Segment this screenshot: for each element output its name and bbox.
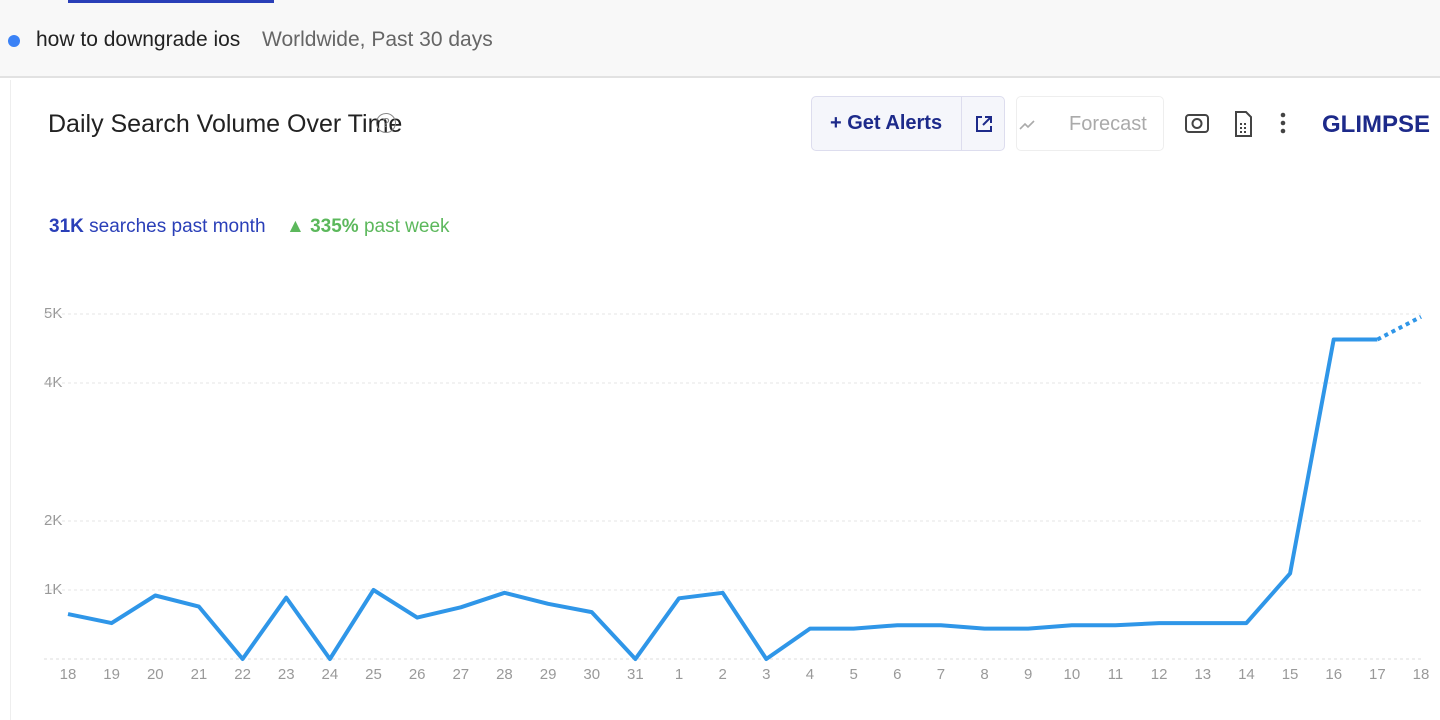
x-tick-label: 1 — [675, 666, 683, 683]
alerts-label[interactable]: + Get Alerts — [830, 112, 943, 134]
x-tick-label: 14 — [1238, 666, 1255, 683]
x-tick-label: 23 — [278, 666, 295, 683]
x-tick-label: 28 — [496, 666, 513, 683]
x-tick-label: 18 — [1413, 666, 1430, 683]
month-total: 31K — [49, 216, 84, 237]
week-label: past week — [363, 216, 450, 237]
y-tick-label: 5K — [44, 305, 62, 322]
alerts-button[interactable]: + Get Alerts — [811, 96, 1005, 151]
toolbar-icons[interactable] — [1184, 110, 1294, 140]
x-tick-label: 12 — [1151, 666, 1168, 683]
logo[interactable]: GLIMPSE — [1322, 111, 1431, 138]
active-tab[interactable] — [68, 0, 274, 3]
open-icon[interactable] — [974, 114, 994, 134]
x-tick-label: 9 — [1024, 666, 1032, 683]
x-tick-label: 21 — [191, 666, 208, 683]
x-tick-label: 27 — [452, 666, 469, 683]
x-tick-label: 20 — [147, 666, 164, 683]
x-tick-label: 5 — [849, 666, 857, 683]
month-stat: 31K searches past month — [49, 216, 266, 238]
x-tick-label: 15 — [1282, 666, 1299, 683]
series-dot — [8, 35, 20, 47]
week-stat: ▲ 335% past week — [286, 216, 450, 237]
x-tick-label: 17 — [1369, 666, 1386, 683]
y-tick-label: 1K — [44, 581, 62, 598]
separator — [961, 97, 962, 150]
forecast-button[interactable]: Forecast — [1016, 96, 1164, 151]
x-tick-label: 7 — [937, 666, 945, 683]
x-tick-label: 24 — [322, 666, 339, 683]
card — [10, 80, 1440, 720]
help-icon[interactable]: ? — [376, 113, 396, 133]
x-tick-label: 19 — [103, 666, 120, 683]
x-tick-label: 2 — [719, 666, 727, 683]
top-bar: how to downgrade ios Worldwide, Past 30 … — [0, 0, 1440, 78]
x-tick-label: 31 — [627, 666, 644, 683]
month-label: searches past month — [89, 216, 266, 237]
y-tick-label: 4K — [44, 374, 62, 391]
x-tick-label: 18 — [60, 666, 77, 683]
alerts-text[interactable]: Get Alerts — [847, 112, 943, 134]
data-line — [67, 337, 1378, 661]
x-tick-label: 3 — [762, 666, 770, 683]
query: how to downgrade ios — [36, 28, 241, 51]
x-tick-label: 13 — [1194, 666, 1211, 683]
x-tick-label: 11 — [1108, 666, 1124, 683]
x-tick-label: 30 — [583, 666, 600, 683]
chart-title: Daily Search Volume Over Time — [48, 110, 403, 138]
x-tick-label: 29 — [540, 666, 557, 683]
x-tick-label: 8 — [980, 666, 988, 683]
x-tick-label: 6 — [893, 666, 901, 683]
scope[interactable]: Worldwide, Past 30 days — [262, 28, 493, 51]
x-tick-label: 16 — [1325, 666, 1342, 683]
data-line — [1376, 315, 1422, 342]
x-tick-label: 26 — [409, 666, 426, 683]
week-change: 335% — [310, 216, 359, 237]
x-tick-label: 22 — [234, 666, 251, 683]
x-tick-label: 25 — [365, 666, 382, 683]
forecast-label[interactable]: Forecast — [1069, 113, 1147, 135]
y-tick-label: 2K — [44, 512, 62, 529]
trend-icon — [1019, 120, 1035, 130]
x-tick-label: 10 — [1063, 666, 1080, 683]
x-tick-label: 4 — [806, 666, 814, 683]
